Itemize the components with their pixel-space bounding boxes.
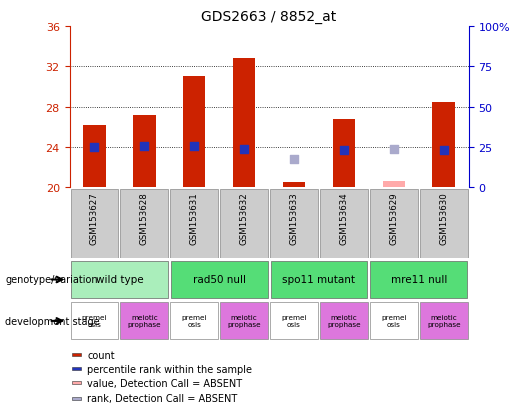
Bar [433,102,455,188]
Text: rad50 null: rad50 null [193,275,246,285]
Text: premei
osis: premei osis [181,315,207,328]
Bar [121,190,168,258]
Text: GSM153631: GSM153631 [190,192,199,244]
Bar [72,354,81,356]
Text: meiotic
prophase: meiotic prophase [427,315,460,328]
Point [340,147,348,154]
Point [140,143,148,150]
Bar [270,262,367,298]
Bar [283,183,305,188]
Text: GSM153629: GSM153629 [389,192,398,244]
Point [240,146,248,153]
Bar [383,182,405,188]
Bar [370,303,418,339]
Bar [183,77,205,188]
Point [440,147,448,154]
Text: spo11 mutant: spo11 mutant [283,275,355,285]
Bar [133,115,156,188]
Bar [233,59,255,188]
Bar [71,303,118,339]
Text: count: count [88,350,115,360]
Bar [71,262,168,298]
Bar [121,303,168,339]
Bar [220,190,268,258]
Text: rank, Detection Call = ABSENT: rank, Detection Call = ABSENT [88,394,238,404]
Text: meiotic
prophase: meiotic prophase [227,315,261,328]
Bar [72,397,81,400]
Bar [370,262,467,298]
Bar [370,190,418,258]
Bar [420,190,468,258]
Text: meiotic
prophase: meiotic prophase [128,315,161,328]
Text: mre11 null: mre11 null [390,275,447,285]
Text: wild type: wild type [96,275,143,285]
Text: premei
osis: premei osis [82,315,107,328]
Text: meiotic
prophase: meiotic prophase [327,315,360,328]
Text: development stage: development stage [5,316,100,326]
Bar [170,190,218,258]
Point [290,157,298,163]
Bar [420,303,468,339]
Point [90,144,98,151]
Bar [72,368,81,370]
Bar [320,303,368,339]
Point [190,143,198,150]
Text: premei
osis: premei osis [381,315,406,328]
Bar [171,262,268,298]
Text: genotype/variation: genotype/variation [5,275,98,285]
Bar [333,119,355,188]
Text: premei
osis: premei osis [281,315,307,328]
Bar [71,190,118,258]
Text: GSM153628: GSM153628 [140,192,149,244]
Bar [320,190,368,258]
Text: GSM153634: GSM153634 [339,192,349,244]
Text: GSM153630: GSM153630 [439,192,448,244]
Bar [220,303,268,339]
Bar [270,190,318,258]
Title: GDS2663 / 8852_at: GDS2663 / 8852_at [201,10,337,24]
Text: value, Detection Call = ABSENT: value, Detection Call = ABSENT [88,378,243,388]
Text: percentile rank within the sample: percentile rank within the sample [88,364,252,374]
Text: GSM153633: GSM153633 [289,192,299,244]
Bar [270,303,318,339]
Point [390,146,398,153]
Text: GSM153627: GSM153627 [90,192,99,244]
Bar [170,303,218,339]
Text: GSM153632: GSM153632 [239,192,249,244]
Bar [83,126,106,188]
Bar [72,382,81,385]
